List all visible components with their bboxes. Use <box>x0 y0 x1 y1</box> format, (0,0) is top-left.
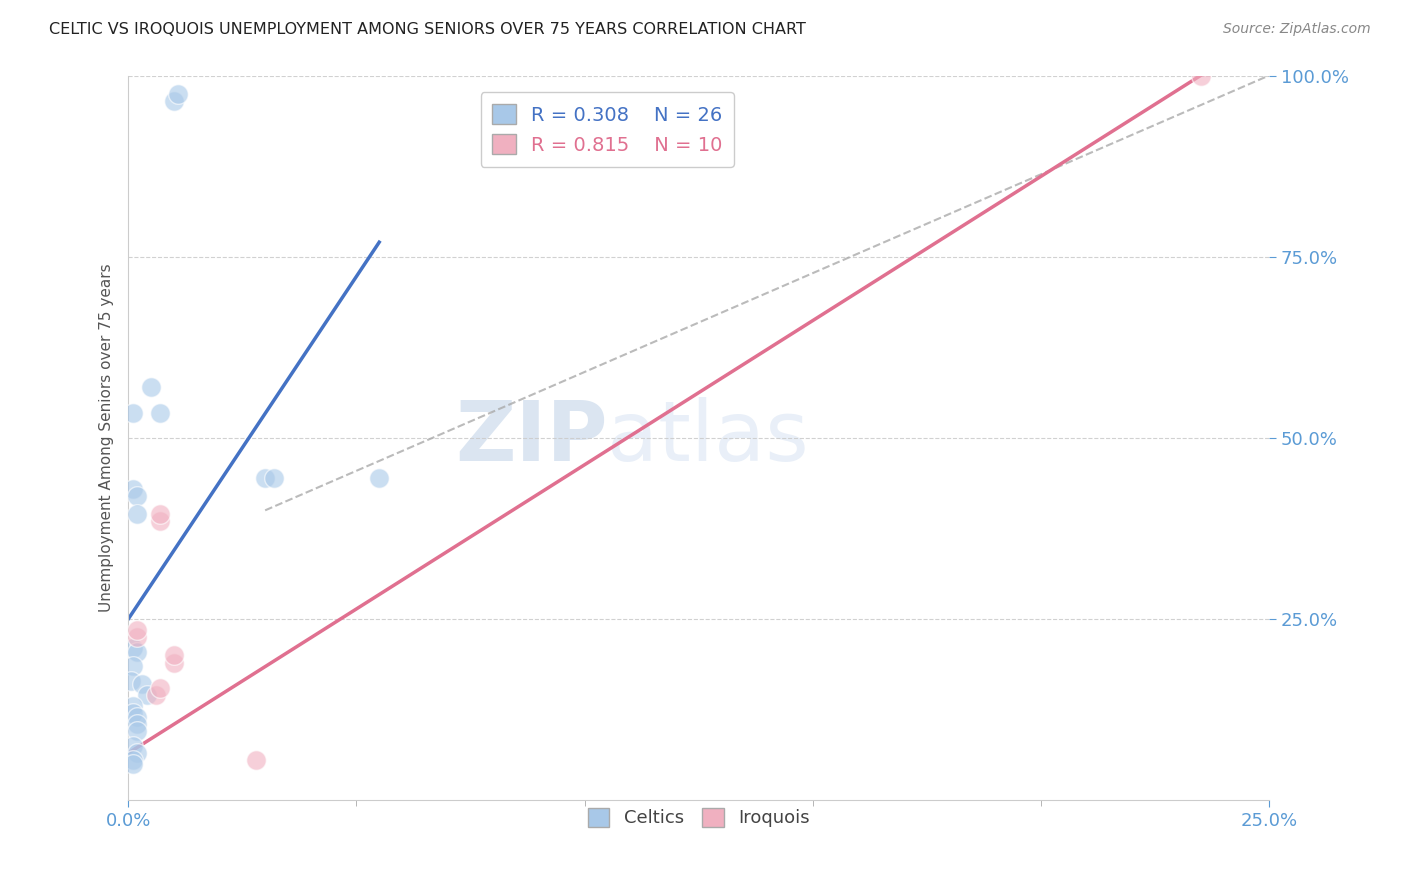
Y-axis label: Unemployment Among Seniors over 75 years: Unemployment Among Seniors over 75 years <box>100 263 114 612</box>
Point <box>127 710 149 724</box>
Point <box>121 756 143 771</box>
Point <box>149 507 172 521</box>
Text: atlas: atlas <box>607 397 808 478</box>
Point <box>135 688 157 702</box>
Point <box>163 656 186 670</box>
Point <box>368 471 391 485</box>
Point <box>127 507 149 521</box>
Point <box>149 405 172 419</box>
Text: CELTIC VS IROQUOIS UNEMPLOYMENT AMONG SENIORS OVER 75 YEARS CORRELATION CHART: CELTIC VS IROQUOIS UNEMPLOYMENT AMONG SE… <box>49 22 806 37</box>
Point <box>245 753 267 767</box>
Point <box>121 659 143 673</box>
Point <box>127 489 149 503</box>
Point <box>167 87 190 101</box>
Point <box>127 746 149 760</box>
Point <box>127 645 149 659</box>
Point <box>163 648 186 663</box>
Point <box>121 739 143 753</box>
Point <box>121 482 143 496</box>
Point <box>149 681 172 695</box>
Point <box>127 630 149 644</box>
Point <box>131 677 153 691</box>
Point <box>121 706 143 721</box>
Point <box>127 724 149 739</box>
Point <box>145 688 167 702</box>
Point <box>120 673 142 688</box>
Point <box>254 471 277 485</box>
Point <box>127 623 149 637</box>
Point <box>149 514 172 528</box>
Point <box>127 717 149 731</box>
Point <box>1189 69 1212 83</box>
Point <box>121 405 143 419</box>
Point <box>263 471 285 485</box>
Point <box>163 94 186 108</box>
Legend: Celtics, Iroquois: Celtics, Iroquois <box>581 801 817 835</box>
Point <box>121 753 143 767</box>
Point <box>121 698 143 713</box>
Text: ZIP: ZIP <box>456 397 607 478</box>
Point <box>139 380 162 394</box>
Text: Source: ZipAtlas.com: Source: ZipAtlas.com <box>1223 22 1371 37</box>
Point <box>121 640 143 655</box>
